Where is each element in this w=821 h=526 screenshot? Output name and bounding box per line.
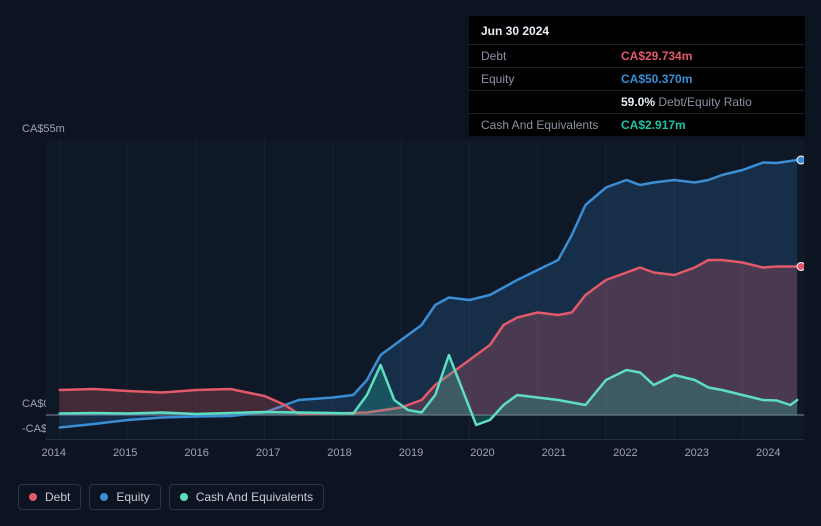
tooltip-row-equity: Equity CA$50.370m (469, 67, 805, 90)
x-axis-tick: 2015 (89, 447, 160, 459)
tooltip-row-cash: Cash And Equivalents CA$2.917m (469, 113, 805, 136)
x-axis-tick: 2022 (590, 447, 661, 459)
tooltip-value: CA$50.370m (621, 72, 692, 86)
legend: Debt Equity Cash And Equivalents (18, 484, 324, 510)
x-axis-tick: 2016 (161, 447, 232, 459)
tooltip-label: Equity (481, 72, 621, 86)
x-axis-tick: 2019 (375, 447, 446, 459)
x-axis: 2014201520162017201820192020202120222023… (18, 447, 804, 459)
tooltip-label: Cash And Equivalents (481, 118, 621, 132)
tooltip-value: CA$29.734m (621, 49, 692, 63)
x-axis-tick: 2023 (661, 447, 732, 459)
legend-dot-debt (29, 493, 37, 501)
x-axis-tick: 2021 (518, 447, 589, 459)
x-axis-tick: 2018 (304, 447, 375, 459)
tooltip-row-debt: Debt CA$29.734m (469, 44, 805, 67)
tooltip-label: Debt (481, 49, 621, 63)
legend-item-debt[interactable]: Debt (18, 484, 81, 510)
chart-svg (18, 140, 804, 440)
legend-cash-dot (180, 493, 188, 501)
legend-item-cash[interactable]: Cash And Equivalents (169, 484, 324, 510)
tooltip-value: CA$2.917m (621, 118, 686, 132)
x-axis-tick: 2024 (733, 447, 804, 459)
legend-item-equity[interactable]: Equity (89, 484, 160, 510)
chart-tooltip: Jun 30 2024 Debt CA$29.734m Equity CA$50… (469, 16, 805, 136)
tooltip-label (481, 95, 621, 109)
tooltip-row-ratio: 59.0% Debt/Equity Ratio (469, 90, 805, 113)
legend-label: Cash And Equivalents (196, 490, 313, 504)
legend-label: Debt (45, 490, 70, 504)
legend-equity-dot (100, 493, 108, 501)
tooltip-value: 59.0% Debt/Equity Ratio (621, 95, 752, 109)
x-axis-tick: 2017 (232, 447, 303, 459)
y-axis-label-max: CA$55m (22, 123, 65, 135)
tooltip-date: Jun 30 2024 (469, 16, 805, 44)
x-axis-tick: 2014 (18, 447, 89, 459)
x-axis-tick: 2020 (447, 447, 518, 459)
legend-label: Equity (116, 490, 149, 504)
